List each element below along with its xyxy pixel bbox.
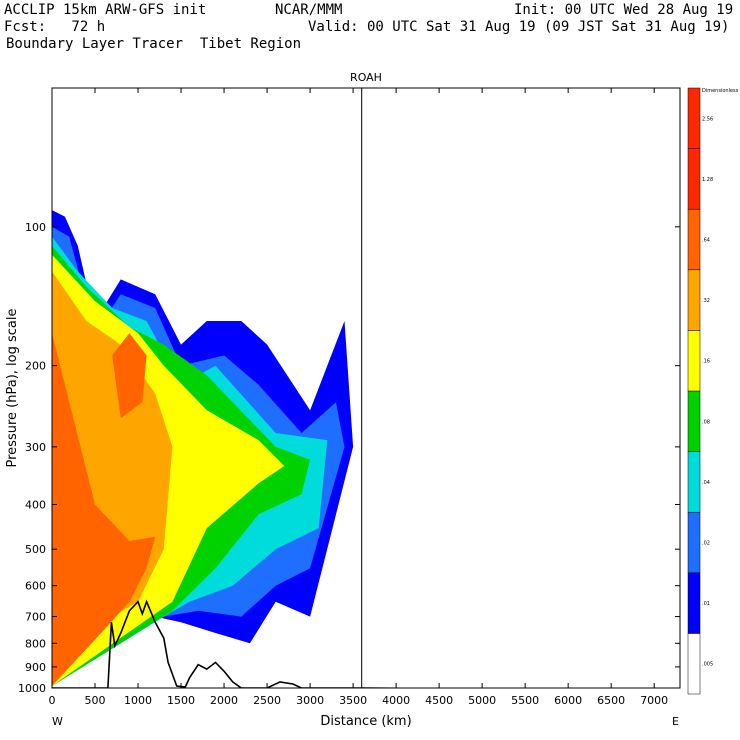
colorbar-swatch (687, 269, 701, 331)
plot-frame (51, 87, 681, 689)
colorbar-swatch (687, 148, 701, 210)
colorbar-swatch (687, 208, 701, 271)
y-tick-label: 400 (25, 498, 46, 511)
x-tick-label: 4000 (382, 694, 410, 707)
tracer-contour-fills (52, 210, 354, 687)
tracer-region-6 (52, 333, 156, 686)
chart-title: ROAH (350, 71, 382, 84)
y-tick-label: 600 (25, 580, 46, 593)
west-label: W (52, 715, 63, 728)
org-label: NCAR/MMM (275, 2, 343, 18)
x-tick-label: 4500 (425, 694, 453, 707)
y-tick-label: 900 (25, 661, 46, 674)
tracer-region-7 (112, 333, 147, 419)
x-tick-label: 1500 (167, 694, 195, 707)
colorbar-level-label: .32 (702, 298, 710, 304)
colorbar: .005 .01 .02 .04 .08 .16 .32 .64 1.28 2.56 Dimensi… (687, 87, 739, 695)
colorbar-level-label: .16 (702, 359, 710, 365)
field-name: Boundary Layer Tracer Tibet Region (6, 36, 302, 52)
y-tick-label: 700 (25, 611, 46, 624)
valid-time: Valid: 00 UTC Sat 31 Aug 19 (09 JST Sat … (308, 19, 730, 35)
x-tick-label: 7000 (640, 694, 668, 707)
x-tick-label: 500 (85, 694, 106, 707)
x-tick-label: 6000 (554, 694, 582, 707)
y-tick-label: 500 (25, 543, 46, 556)
east-label: E (672, 715, 679, 728)
colorbar-swatch (687, 451, 701, 513)
axis-ticks: 0 500 1000 1500 2000 2500 3000 3500 4000 4500 5000… (18, 88, 680, 707)
x-tick-label: 1000 (124, 694, 152, 707)
colorbar-units-label: Dimensionless (702, 88, 739, 94)
colorbar-level-label: .04 (702, 480, 710, 486)
colorbar-swatch (687, 511, 701, 574)
x-tick-label: 6500 (597, 694, 625, 707)
colorbar-swatch (687, 633, 701, 695)
colorbar-swatch (687, 330, 701, 392)
x-tick-label: 5000 (468, 694, 496, 707)
forecast-hour: Fcst: 72 h (4, 19, 106, 35)
x-tick-label: 3000 (296, 694, 324, 707)
colorbar-swatch (687, 390, 701, 452)
colorbar-swatch-top (687, 87, 701, 149)
colorbar-level-label: .02 (702, 541, 710, 547)
y-tick-label: 300 (25, 441, 46, 454)
x-axis-label: Distance (km) (320, 714, 411, 729)
y-axis-label: Pressure (hPa), log scale (5, 309, 20, 468)
x-tick-label: 2000 (210, 694, 238, 707)
colorbar-level-label: .08 (702, 419, 710, 425)
x-tick-label: 0 (49, 694, 56, 707)
colorbar-level-label: .005 (702, 662, 713, 668)
colorbar-swatch (687, 572, 701, 634)
y-tick-label: 800 (25, 637, 46, 650)
y-tick-label: 1000 (18, 682, 46, 695)
run-title: ACCLIP 15km ARW-GFS init (4, 2, 207, 18)
y-tick-label: 100 (25, 221, 46, 234)
init-time: Init: 00 UTC Wed 28 Aug 19 (514, 2, 734, 18)
y-tick-label: 200 (25, 360, 46, 373)
colorbar-level-label: .64 (702, 238, 710, 244)
x-tick-label: 2500 (253, 694, 281, 707)
colorbar-level-label: 2.56 (702, 116, 713, 122)
colorbar-level-label: 1.28 (702, 177, 713, 183)
x-tick-label: 3500 (339, 694, 367, 707)
x-tick-label: 5500 (511, 694, 539, 707)
colorbar-level-label: .01 (702, 601, 710, 607)
